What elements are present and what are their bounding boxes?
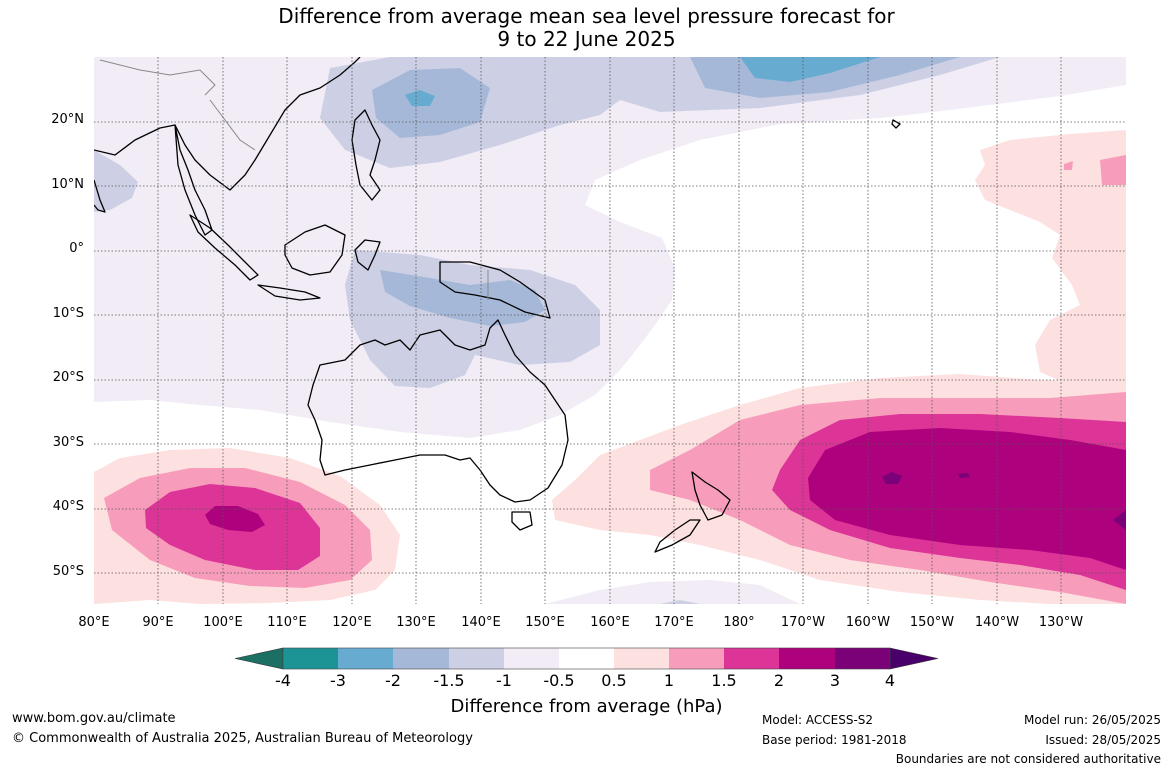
java-outline: [257, 284, 321, 301]
hawaii-outline: [891, 119, 901, 129]
lat-label-40s: 40°S: [52, 499, 84, 514]
colorbar-bin: [559, 648, 614, 669]
country-borders: [99, 59, 489, 300]
colorbar-bin: [779, 648, 835, 669]
tasmania-outline: [511, 511, 533, 531]
contour-pos-3-se-c: [1113, 510, 1126, 530]
lat-label-50s: 50°S: [52, 564, 84, 579]
borneo-outline: [284, 224, 346, 276]
website-link[interactable]: www.bom.gov.au/climate: [12, 711, 176, 726]
lon-label-170e: 170°E: [654, 615, 694, 630]
colorbar-bin: [835, 648, 890, 669]
contour-pos-2-sw: [205, 506, 265, 532]
colorbar-tick: 2: [773, 671, 785, 690]
lon-label-120e: 120°E: [332, 615, 372, 630]
mainland-asia-coast: [94, 57, 361, 191]
lon-label-160e: 160°E: [590, 615, 630, 630]
colorbar-tick: 0.5: [601, 671, 627, 690]
colorbar-bin: [449, 648, 504, 669]
contour-neg-1.5-c: [380, 270, 545, 326]
boundary-disclaimer: Boundaries are not considered authoritat…: [895, 752, 1161, 766]
lon-label-140w: 140°W: [974, 615, 1020, 630]
colorbar-bin: [614, 648, 669, 669]
colorbar-bin: [504, 648, 559, 669]
pressure-anomaly-map: [94, 57, 1126, 604]
lon-label-170w: 170°W: [780, 615, 826, 630]
new-zealand-north: [691, 471, 731, 521]
lon-label-140e: 140°E: [461, 615, 501, 630]
map-title-line-1: Difference from average mean sea level p…: [278, 4, 895, 28]
colorbar-tick: 4: [884, 671, 896, 690]
contour-neg-2-b: [740, 57, 880, 82]
colorbar-tick: 1.5: [711, 671, 737, 690]
lat-label-20s: 20°S: [52, 370, 84, 385]
contour-neg-2-a: [405, 90, 435, 106]
colorbar-bin: [338, 648, 393, 669]
sumatra-outline: [189, 214, 259, 281]
lon-label-100e: 100°E: [203, 615, 243, 630]
lon-label-130w: 130°W: [1038, 615, 1084, 630]
lon-label-150w: 150°W: [909, 615, 955, 630]
colorbar-tick: -2: [385, 671, 401, 690]
lon-label-90e: 90°E: [142, 615, 174, 630]
graticule: [94, 57, 1126, 604]
lat-label-20n: 20°N: [51, 112, 84, 127]
lon-label-130e: 130°E: [396, 615, 436, 630]
contour-pos-0.5-ne: [975, 130, 1126, 392]
contour-pos-1-ne-b: [1064, 161, 1073, 170]
base-period: Base period: 1981-2018: [762, 733, 907, 747]
copyright-text: © Commonwealth of Australia 2025, Austra…: [12, 731, 473, 746]
contour-neg-1-south-small: [660, 600, 700, 604]
contour-pos-2-se: [808, 428, 1126, 570]
philippines-outline: [351, 109, 381, 201]
issued-date: Issued: 28/05/2025: [1045, 733, 1161, 747]
colorbar-title: Difference from average (hPa): [450, 696, 723, 717]
colorbar-frame: [282, 647, 891, 670]
contour-pos-3-se-a: [882, 472, 902, 484]
new-guinea-outline: [439, 261, 551, 319]
lon-label-160w: 160°W: [845, 615, 891, 630]
map-title-line-2: 9 to 22 June 2025: [497, 27, 676, 51]
colorbar-bin: [669, 648, 724, 669]
lat-label-10s: 10°S: [52, 306, 84, 321]
colorbar-tick: -1: [496, 671, 512, 690]
lon-label-150e: 150°E: [525, 615, 565, 630]
contour-neg-0.5-south: [545, 580, 800, 604]
colorbar-bin: [283, 648, 338, 669]
colorbar-bin: [393, 648, 449, 669]
colorbar-tick: 3: [829, 671, 841, 690]
contour-pos-1-ne-a: [1100, 155, 1126, 185]
lat-label-10n: 10°N: [51, 177, 84, 192]
lat-label-0: 0°: [69, 241, 84, 256]
model-name: Model: ACCESS-S2: [762, 713, 874, 727]
lon-label-80e: 80°E: [78, 615, 110, 630]
colorbar-tick: -0.5: [543, 671, 575, 690]
colorbar-bin: [724, 648, 779, 669]
coastlines: [94, 57, 901, 553]
malay-peninsula: [174, 124, 213, 236]
colorbar-tick: -4: [275, 671, 291, 690]
model-run-date: Model run: 26/05/2025: [1023, 713, 1161, 727]
lon-label-110e: 110°E: [267, 615, 307, 630]
colorbar-tick: 1: [663, 671, 675, 690]
new-zealand-south: [654, 519, 701, 553]
lon-label-180: 180°: [723, 615, 755, 630]
australia-outline: [307, 319, 569, 503]
contour-neg-1-west: [94, 150, 138, 212]
colorbar-arrow-high: [889, 647, 939, 670]
lat-label-30s: 30°S: [52, 435, 84, 450]
india-coast: [94, 179, 106, 213]
colorbar-arrow-low: [234, 647, 284, 670]
colorbar-tick: -3: [330, 671, 346, 690]
contour-pos-3-se-b: [958, 473, 970, 478]
sulawesi-outline: [354, 239, 381, 271]
colorbar-tick: -1.5: [433, 671, 465, 690]
